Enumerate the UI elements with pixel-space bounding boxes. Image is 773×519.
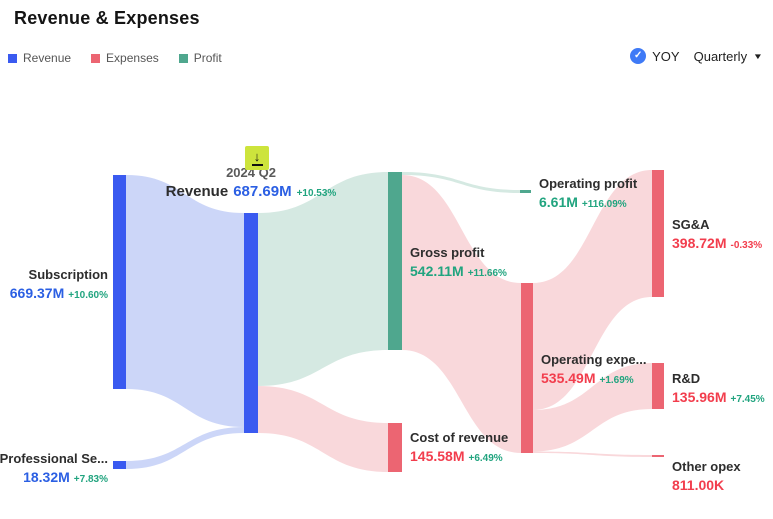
revenue-swatch-icon bbox=[8, 53, 17, 63]
legend-item-expenses[interactable]: Expenses bbox=[91, 51, 159, 65]
download-icon: ↓ bbox=[253, 148, 261, 164]
flow-gross-profit-to-operating-profit bbox=[402, 172, 520, 193]
profit-swatch-icon bbox=[178, 53, 188, 63]
sankey-node-gross-profit[interactable] bbox=[388, 172, 402, 350]
flow-gross-profit-to-operating-expenses bbox=[402, 175, 521, 453]
flow-subscription-to-revenue bbox=[126, 175, 244, 427]
flow-operating-expenses-to-other-opex bbox=[533, 451, 652, 457]
legend-label: Revenue bbox=[23, 51, 72, 65]
sankey-node-other-opex[interactable] bbox=[652, 455, 664, 457]
legend-item-revenue[interactable]: Revenue bbox=[8, 51, 71, 65]
download-button[interactable]: ↓ bbox=[245, 146, 269, 170]
yoy-toggle[interactable]: ✓ YOY bbox=[630, 48, 680, 64]
flow-operating-expenses-to-rd bbox=[533, 363, 652, 452]
chevron-down-icon: ▼ bbox=[752, 51, 764, 61]
sankey-node-sga[interactable] bbox=[652, 170, 664, 297]
sankey-node-rd[interactable] bbox=[652, 363, 664, 409]
page-title: Revenue & Expenses bbox=[14, 8, 200, 28]
download-icon-bar bbox=[251, 163, 263, 166]
sankey-node-subscription[interactable] bbox=[113, 175, 126, 389]
checkmark-icon[interactable]: ✓ bbox=[630, 48, 647, 64]
sankey-node-cost-of-revenue[interactable] bbox=[388, 423, 402, 472]
period-dropdown-value: Quarterly bbox=[693, 48, 748, 64]
sankey-node-professional-services[interactable] bbox=[113, 461, 126, 469]
flow-revenue-to-gross-profit bbox=[258, 172, 388, 386]
sankey-node-operating-profit[interactable] bbox=[520, 190, 531, 193]
sankey-node-revenue[interactable] bbox=[244, 213, 258, 433]
flow-professional-services-to-revenue bbox=[126, 427, 244, 469]
yoy-label: YOY bbox=[652, 48, 680, 64]
flow-operating-expenses-to-sga bbox=[533, 170, 652, 410]
flow-revenue-to-cost-of-revenue bbox=[258, 386, 388, 472]
period-dropdown[interactable]: Quarterly ▼ bbox=[693, 48, 764, 64]
legend-item-profit[interactable]: Profit bbox=[178, 51, 222, 65]
legend-label: Expenses bbox=[106, 51, 159, 65]
expenses-swatch-icon bbox=[91, 53, 101, 63]
sankey-node-operating-expenses[interactable] bbox=[521, 283, 533, 453]
chart-controls: ✓ YOY Quarterly ▼ bbox=[630, 48, 764, 64]
legend-label: Profit bbox=[193, 51, 222, 65]
legend: Revenue Expenses Profit bbox=[8, 51, 222, 65]
